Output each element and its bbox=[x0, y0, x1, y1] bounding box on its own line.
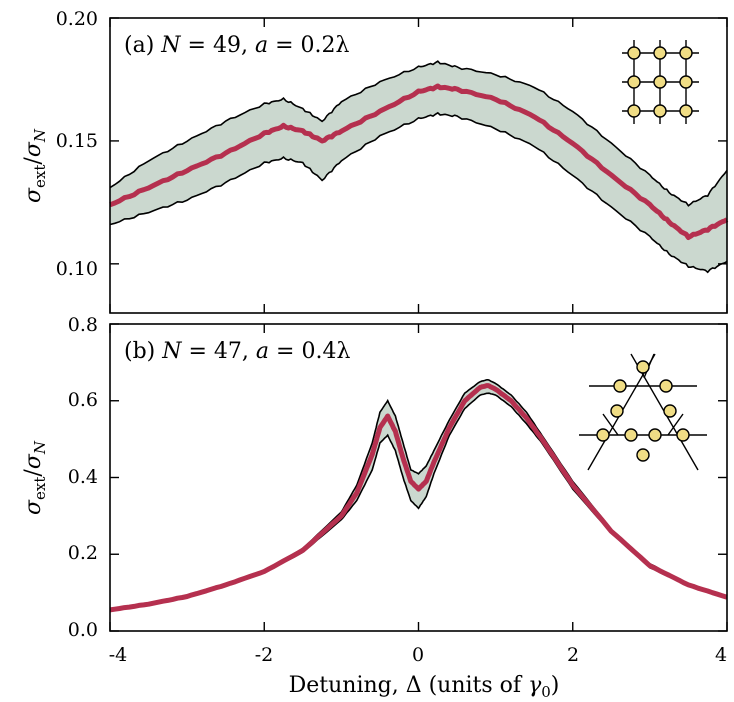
a-mean-line bbox=[109, 83, 729, 240]
panel-b: 0.0 0.2 0.4 0.6 0.8 -4 -2 0 2 4 σext/σN … bbox=[21, 314, 728, 701]
a-ytick-label: 0.20 bbox=[56, 8, 98, 30]
b-y-tick-labels: 0.0 0.2 0.4 0.6 0.8 bbox=[68, 314, 98, 641]
b-xtick-label: -2 bbox=[255, 644, 274, 666]
a-panel-annotation: (a) N = 49, a = 0.2λ bbox=[124, 33, 350, 58]
b-ytick-label: 0.2 bbox=[68, 542, 98, 564]
a-lower-bound-line bbox=[109, 111, 728, 274]
b-panel-annotation: (b) N = 47, a = 0.4λ bbox=[124, 339, 350, 364]
panel-a: 0.10 0.15 0.20 σext/σN (a) N = 49, a = 0… bbox=[21, 8, 729, 314]
b-plot-frame bbox=[109, 323, 728, 632]
x-axis-label: Detuning, Δ (units of γ0) bbox=[289, 673, 560, 701]
a-ytick-label: 0.15 bbox=[56, 130, 98, 152]
a-ytick-label: 0.10 bbox=[56, 258, 98, 280]
b-ytick-label: 0.0 bbox=[68, 619, 98, 641]
b-xtick-label: 2 bbox=[567, 644, 579, 666]
b-spread-band bbox=[110, 379, 727, 611]
b-xtick-label: 0 bbox=[412, 644, 424, 666]
b-ytick-label: 0.4 bbox=[68, 466, 98, 488]
b-ytick-label: 0.6 bbox=[68, 389, 98, 411]
square-lattice-inset bbox=[622, 40, 699, 124]
kagome-lattice-inset bbox=[579, 353, 707, 471]
a-upper-bound-line bbox=[109, 60, 728, 207]
b-y-axis-label: σext/σN bbox=[21, 440, 49, 515]
b-xtick-label: 4 bbox=[715, 644, 727, 666]
b-xtick-label: -4 bbox=[109, 644, 128, 666]
a-y-axis-label: σext/σN bbox=[21, 128, 49, 203]
b-x-tick-labels: -4 -2 0 2 4 bbox=[109, 644, 727, 666]
b-ytick-label: 0.8 bbox=[68, 314, 98, 336]
a-spread-band bbox=[110, 61, 727, 273]
a-y-tick-labels: 0.10 0.15 0.20 bbox=[56, 8, 98, 280]
a-plot-frame bbox=[109, 17, 728, 314]
b-mean-line bbox=[109, 383, 728, 613]
